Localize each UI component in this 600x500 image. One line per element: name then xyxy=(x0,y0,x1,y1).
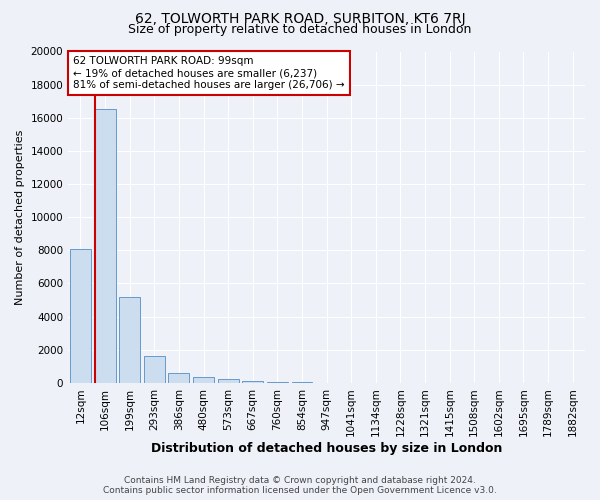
Bar xyxy=(267,382,288,383)
Bar xyxy=(119,296,140,383)
Bar xyxy=(292,382,313,383)
X-axis label: Distribution of detached houses by size in London: Distribution of detached houses by size … xyxy=(151,442,502,455)
Bar xyxy=(242,381,263,383)
Bar xyxy=(144,356,165,383)
Text: 62, TOLWORTH PARK ROAD, SURBITON, KT6 7RJ: 62, TOLWORTH PARK ROAD, SURBITON, KT6 7R… xyxy=(134,12,466,26)
Bar xyxy=(193,376,214,383)
Bar xyxy=(95,110,116,383)
Text: Size of property relative to detached houses in London: Size of property relative to detached ho… xyxy=(128,22,472,36)
Bar xyxy=(218,379,239,383)
Text: 62 TOLWORTH PARK ROAD: 99sqm
← 19% of detached houses are smaller (6,237)
81% of: 62 TOLWORTH PARK ROAD: 99sqm ← 19% of de… xyxy=(73,56,345,90)
Bar xyxy=(70,250,91,383)
Text: Contains HM Land Registry data © Crown copyright and database right 2024.
Contai: Contains HM Land Registry data © Crown c… xyxy=(103,476,497,495)
Y-axis label: Number of detached properties: Number of detached properties xyxy=(15,130,25,305)
Bar xyxy=(169,373,190,383)
